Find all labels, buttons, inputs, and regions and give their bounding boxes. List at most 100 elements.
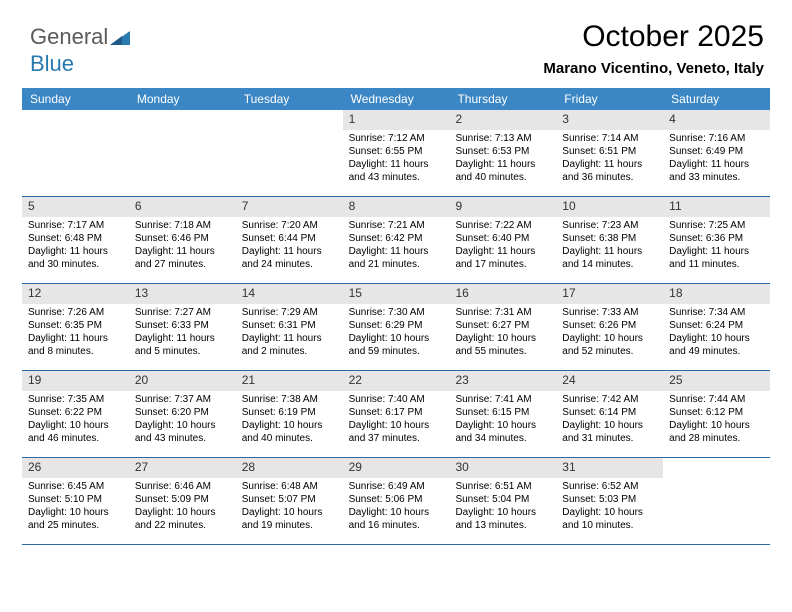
sunset-text: Sunset: 6:38 PM [562,232,657,245]
day-number: 15 [343,284,450,304]
day-cell [129,110,236,196]
daylight-line1: Daylight: 10 hours [242,419,337,432]
day-cell: 21Sunrise: 7:38 AMSunset: 6:19 PMDayligh… [236,371,343,457]
sunset-text: Sunset: 5:04 PM [455,493,550,506]
day-header: Friday [556,88,663,110]
sunrise-text: Sunrise: 7:16 AM [669,132,764,145]
daylight-line2: and 16 minutes. [349,519,444,532]
daylight-line2: and 43 minutes. [135,432,230,445]
daylight-line1: Daylight: 10 hours [349,419,444,432]
daylight-line2: and 8 minutes. [28,345,123,358]
calendar: SundayMondayTuesdayWednesdayThursdayFrid… [22,88,770,545]
day-number: 10 [556,197,663,217]
day-number: 24 [556,371,663,391]
day-number: 11 [663,197,770,217]
daylight-line1: Daylight: 11 hours [135,332,230,345]
day-header: Tuesday [236,88,343,110]
daylight-line2: and 49 minutes. [669,345,764,358]
sunrise-text: Sunrise: 7:18 AM [135,219,230,232]
day-number: 23 [449,371,556,391]
sunrise-text: Sunrise: 6:52 AM [562,480,657,493]
daylight-line1: Daylight: 11 hours [455,158,550,171]
sunrise-text: Sunrise: 7:30 AM [349,306,444,319]
daylight-line2: and 31 minutes. [562,432,657,445]
sunrise-text: Sunrise: 7:26 AM [28,306,123,319]
sunset-text: Sunset: 6:36 PM [669,232,764,245]
daylight-line2: and 30 minutes. [28,258,123,271]
sunset-text: Sunset: 6:29 PM [349,319,444,332]
daylight-line2: and 34 minutes. [455,432,550,445]
sunrise-text: Sunrise: 7:31 AM [455,306,550,319]
day-cell: 26Sunrise: 6:45 AMSunset: 5:10 PMDayligh… [22,458,129,544]
day-cell: 16Sunrise: 7:31 AMSunset: 6:27 PMDayligh… [449,284,556,370]
day-cell: 15Sunrise: 7:30 AMSunset: 6:29 PMDayligh… [343,284,450,370]
daylight-line2: and 24 minutes. [242,258,337,271]
day-number: 1 [343,110,450,130]
sunrise-text: Sunrise: 7:22 AM [455,219,550,232]
daylight-line1: Daylight: 11 hours [455,245,550,258]
day-header: Thursday [449,88,556,110]
daylight-line1: Daylight: 10 hours [28,419,123,432]
daylight-line1: Daylight: 10 hours [562,419,657,432]
day-number: 2 [449,110,556,130]
sunset-text: Sunset: 6:24 PM [669,319,764,332]
sunset-text: Sunset: 6:49 PM [669,145,764,158]
day-cell: 14Sunrise: 7:29 AMSunset: 6:31 PMDayligh… [236,284,343,370]
day-number: 6 [129,197,236,217]
sunset-text: Sunset: 6:12 PM [669,406,764,419]
day-cell [663,458,770,544]
sunset-text: Sunset: 6:42 PM [349,232,444,245]
day-cell: 22Sunrise: 7:40 AMSunset: 6:17 PMDayligh… [343,371,450,457]
daylight-line1: Daylight: 10 hours [455,419,550,432]
day-cell: 5Sunrise: 7:17 AMSunset: 6:48 PMDaylight… [22,197,129,283]
daylight-line1: Daylight: 10 hours [135,506,230,519]
week-row: 12Sunrise: 7:26 AMSunset: 6:35 PMDayligh… [22,284,770,371]
day-number: 18 [663,284,770,304]
logo-text-1: General [30,24,108,49]
daylight-line1: Daylight: 11 hours [349,245,444,258]
daylight-line1: Daylight: 11 hours [669,158,764,171]
day-number: 19 [22,371,129,391]
day-cell: 23Sunrise: 7:41 AMSunset: 6:15 PMDayligh… [449,371,556,457]
daylight-line1: Daylight: 10 hours [562,332,657,345]
daylight-line2: and 10 minutes. [562,519,657,532]
sunrise-text: Sunrise: 6:49 AM [349,480,444,493]
daylight-line2: and 21 minutes. [349,258,444,271]
day-number: 3 [556,110,663,130]
week-row: 1Sunrise: 7:12 AMSunset: 6:55 PMDaylight… [22,110,770,197]
daylight-line2: and 59 minutes. [349,345,444,358]
daylight-line1: Daylight: 10 hours [669,332,764,345]
day-number: 29 [343,458,450,478]
day-cell: 25Sunrise: 7:44 AMSunset: 6:12 PMDayligh… [663,371,770,457]
sunrise-text: Sunrise: 7:34 AM [669,306,764,319]
sunrise-text: Sunrise: 6:51 AM [455,480,550,493]
day-cell: 20Sunrise: 7:37 AMSunset: 6:20 PMDayligh… [129,371,236,457]
day-cell: 3Sunrise: 7:14 AMSunset: 6:51 PMDaylight… [556,110,663,196]
day-cell: 13Sunrise: 7:27 AMSunset: 6:33 PMDayligh… [129,284,236,370]
sunset-text: Sunset: 6:17 PM [349,406,444,419]
sunrise-text: Sunrise: 7:17 AM [28,219,123,232]
daylight-line1: Daylight: 11 hours [242,332,337,345]
sunrise-text: Sunrise: 7:23 AM [562,219,657,232]
day-cell: 17Sunrise: 7:33 AMSunset: 6:26 PMDayligh… [556,284,663,370]
daylight-line2: and 37 minutes. [349,432,444,445]
sunrise-text: Sunrise: 7:21 AM [349,219,444,232]
sunset-text: Sunset: 6:40 PM [455,232,550,245]
week-row: 26Sunrise: 6:45 AMSunset: 5:10 PMDayligh… [22,458,770,545]
daylight-line2: and 22 minutes. [135,519,230,532]
day-number: 31 [556,458,663,478]
sunrise-text: Sunrise: 7:27 AM [135,306,230,319]
sunset-text: Sunset: 5:09 PM [135,493,230,506]
sunrise-text: Sunrise: 7:20 AM [242,219,337,232]
day-cell: 29Sunrise: 6:49 AMSunset: 5:06 PMDayligh… [343,458,450,544]
day-number: 5 [22,197,129,217]
daylight-line2: and 13 minutes. [455,519,550,532]
day-cell: 30Sunrise: 6:51 AMSunset: 5:04 PMDayligh… [449,458,556,544]
day-cell: 10Sunrise: 7:23 AMSunset: 6:38 PMDayligh… [556,197,663,283]
day-number: 14 [236,284,343,304]
day-header: Sunday [22,88,129,110]
sunrise-text: Sunrise: 7:25 AM [669,219,764,232]
sunset-text: Sunset: 6:14 PM [562,406,657,419]
daylight-line1: Daylight: 10 hours [669,419,764,432]
daylight-line1: Daylight: 11 hours [135,245,230,258]
